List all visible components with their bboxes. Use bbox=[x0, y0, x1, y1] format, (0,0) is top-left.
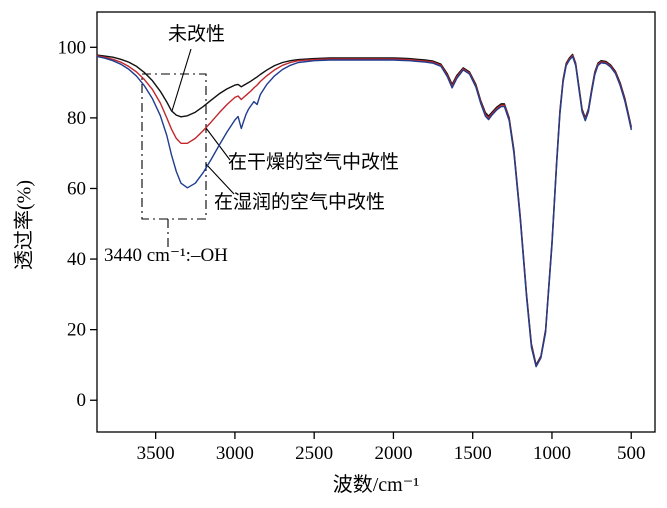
y-tick-label: 100 bbox=[58, 37, 87, 58]
x-tick-label: 2000 bbox=[374, 443, 412, 464]
peak-annotation-3440: 3440 cm⁻¹:–OH bbox=[104, 245, 228, 266]
leader-line-unmodified bbox=[171, 48, 192, 112]
series-label-humid-air: 在湿润的空气中改性 bbox=[214, 192, 386, 213]
y-tick-label: 80 bbox=[67, 108, 86, 129]
series-label-unmodified: 未改性 bbox=[168, 24, 226, 45]
series-label-dry-air: 在干燥的空气中改性 bbox=[228, 152, 400, 173]
leader-line-humid-air bbox=[205, 163, 235, 195]
x-axis-title: 波数/cm⁻¹ bbox=[332, 474, 420, 496]
y-tick-label: 40 bbox=[67, 249, 86, 270]
leader-line-dry-air bbox=[205, 127, 231, 161]
x-tick-label: 500 bbox=[617, 443, 646, 464]
x-tick-label: 3500 bbox=[137, 443, 175, 464]
spectrum-curve-2 bbox=[96, 55, 632, 368]
oh-region-box bbox=[141, 73, 207, 220]
plot-frame bbox=[96, 11, 656, 433]
x-tick-label: 1500 bbox=[454, 443, 492, 464]
annotation-geometry bbox=[141, 48, 235, 247]
y-tick-label: 20 bbox=[67, 320, 86, 341]
x-tick-label: 3000 bbox=[216, 443, 254, 464]
x-tick-label: 2500 bbox=[295, 443, 333, 464]
x-tick-label: 1000 bbox=[533, 443, 571, 464]
y-tick-label: 0 bbox=[77, 390, 87, 411]
y-axis-title: 透过率(%) bbox=[13, 180, 36, 270]
y-tick-label: 60 bbox=[67, 178, 86, 199]
